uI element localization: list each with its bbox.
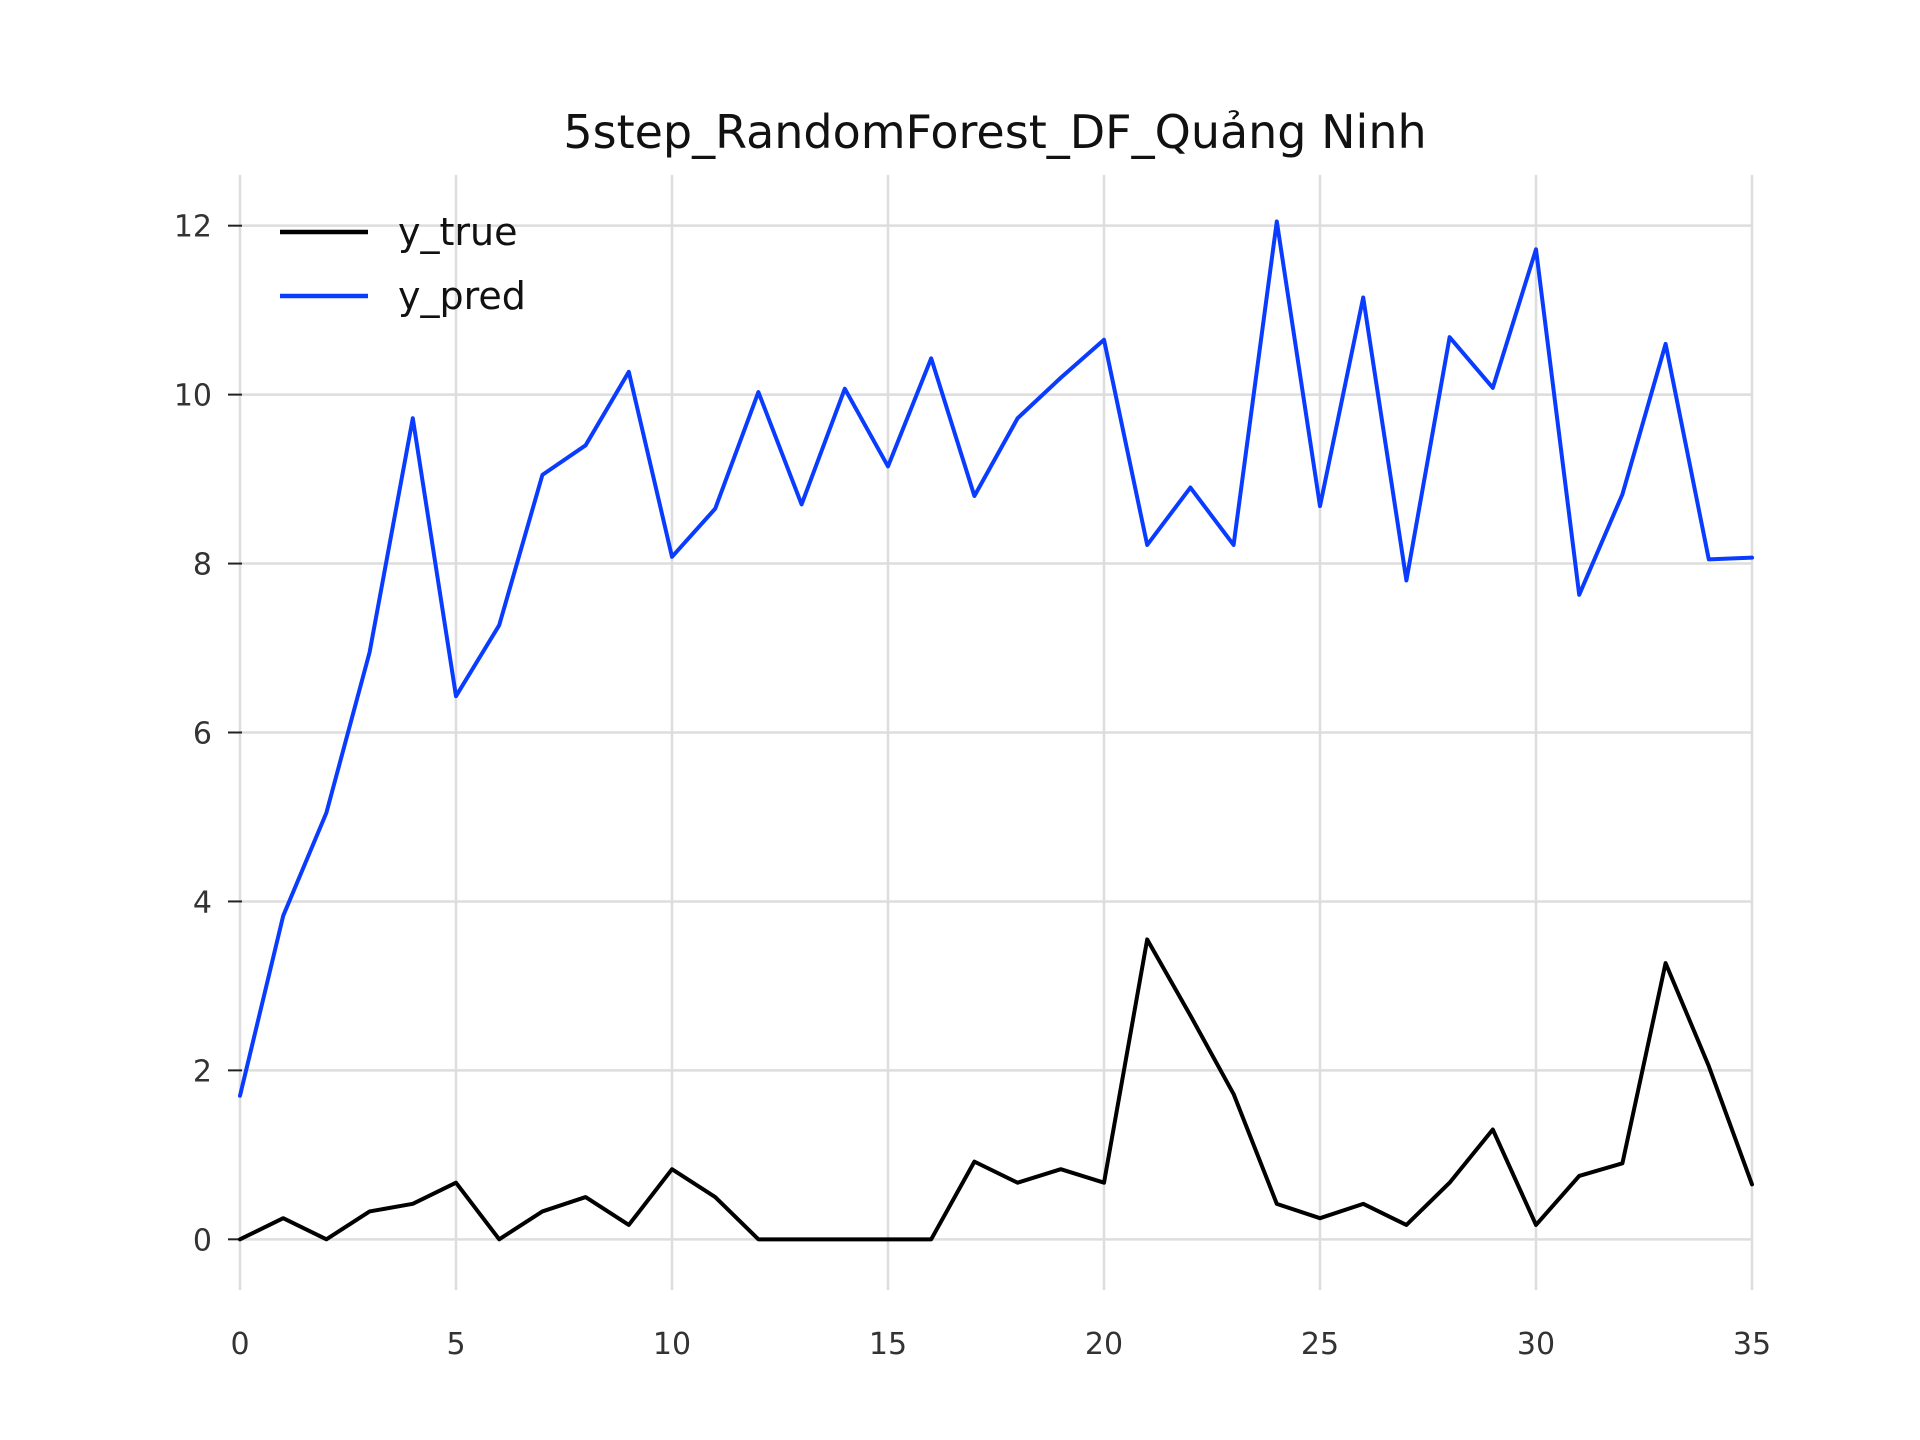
y-tick-label: 12 xyxy=(174,210,212,245)
x-tick-label: 25 xyxy=(1301,1327,1339,1362)
x-tick-label: 15 xyxy=(869,1327,907,1362)
y-tick-label: 6 xyxy=(193,717,212,752)
x-tick-label: 5 xyxy=(446,1327,465,1362)
y-tick-label: 0 xyxy=(193,1223,212,1258)
x-tick-label: 0 xyxy=(230,1327,249,1362)
x-tick-label: 30 xyxy=(1517,1327,1555,1362)
x-tick-label: 35 xyxy=(1733,1327,1771,1362)
series-line-y-pred xyxy=(238,219,1754,1098)
series-line-y-true xyxy=(238,937,1754,1242)
x-tick-label: 20 xyxy=(1085,1327,1123,1362)
legend-label: y_true xyxy=(398,210,517,254)
grid xyxy=(238,175,1754,1290)
y-tick-label: 10 xyxy=(174,379,212,414)
y-tick-label: 2 xyxy=(193,1054,212,1089)
chart-title: 5step_RandomForest_DF_Quảng Ninh xyxy=(563,105,1426,159)
series-lines xyxy=(238,219,1754,1242)
y-tick-label: 4 xyxy=(193,885,212,920)
legend-label: y_pred xyxy=(398,274,526,318)
legend: y_true y_pred xyxy=(280,210,526,318)
x-tick-label: 10 xyxy=(653,1327,691,1362)
axes: 0 5 10 15 20 25 30 35 0 2 4 6 8 10 12 xyxy=(174,210,1771,1362)
y-tick-label: 8 xyxy=(193,548,212,583)
